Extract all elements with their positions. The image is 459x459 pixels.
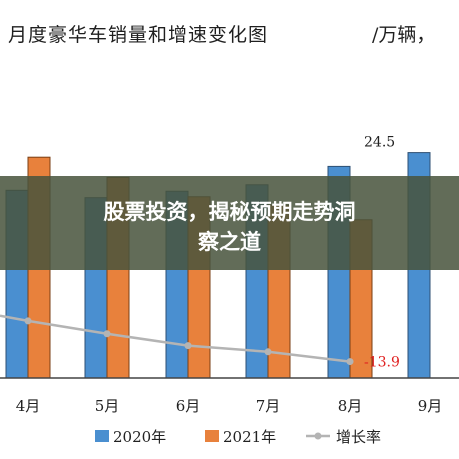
x-tick-label: 4月: [16, 397, 41, 415]
legend-label-2: 2021年: [223, 428, 276, 446]
headline-banner: [0, 176, 459, 270]
headline-line-2: 察之道: [198, 230, 261, 254]
bar-data-label: 24.5: [364, 134, 395, 150]
headline-text[interactable]: 股票投资，揭秘预期走势洞 察之道: [0, 197, 459, 257]
legend-swatch-1: [95, 430, 109, 442]
growth-line-group: [0, 314, 354, 366]
growth-point-1: [24, 317, 32, 325]
x-tick-label: 7月: [256, 397, 281, 415]
legend-group: 2020年 2021年 增长率: [95, 428, 381, 446]
growth-point-4: [264, 348, 272, 356]
growth-point-3: [184, 342, 192, 350]
legend-label-1: 2020年: [113, 428, 166, 446]
x-tick-label: 5月: [95, 397, 120, 415]
growth-data-label: -13.9: [364, 355, 400, 371]
legend-label-3: 增长率: [336, 428, 381, 446]
legend-line-marker: [314, 432, 322, 440]
growth-line: [0, 314, 351, 363]
growth-point-5: [346, 358, 354, 366]
growth-point-2: [103, 330, 111, 338]
x-tick-label: 8月: [338, 397, 363, 415]
x-tick-label: 6月: [176, 397, 201, 415]
legend-swatch-2: [205, 430, 219, 442]
chart-title: 月度豪华车销量和增速变化图: [8, 24, 269, 46]
headline-line-1: 股票投资，揭秘预期走势洞: [103, 200, 356, 224]
chart-unit: /万辆，: [372, 24, 436, 46]
x-tick-label: 9月: [418, 397, 443, 415]
labels-group: 4月 5月 6月 7月 8月 9月 24.5 -13.9: [16, 134, 443, 415]
